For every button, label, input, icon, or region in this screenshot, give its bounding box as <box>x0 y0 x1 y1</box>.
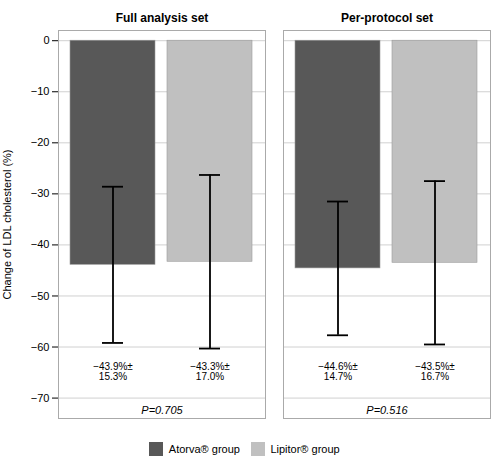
svg-text:−43.9%±15.3%: −43.9%±15.3% <box>93 361 133 382</box>
svg-text:Change of LDL cholesterol (%): Change of LDL cholesterol (%) <box>1 149 13 299</box>
svg-text:−43.5%±16.7%: −43.5%±16.7% <box>415 361 455 382</box>
svg-text:0: 0 <box>43 34 49 46</box>
svg-text:−40: −40 <box>31 238 50 250</box>
svg-text:−10: −10 <box>31 85 50 97</box>
svg-text:−60: −60 <box>31 341 50 353</box>
svg-text:Per-protocol set: Per-protocol set <box>341 11 433 25</box>
svg-text:−70: −70 <box>31 392 50 404</box>
svg-text:P=0.516: P=0.516 <box>366 404 408 416</box>
svg-text:P=0.705: P=0.705 <box>141 404 183 416</box>
svg-text:−30: −30 <box>31 187 50 199</box>
svg-text:−44.6%±14.7%: −44.6%±14.7% <box>318 361 358 382</box>
html-text:Atorva® group: Atorva® group <box>168 442 240 455</box>
svg-text:−43.3%±17.0%: −43.3%±17.0% <box>190 361 230 382</box>
svg-text:Full analysis set: Full analysis set <box>116 11 209 25</box>
html-text:Lipitor® group: Lipitor® group <box>270 442 340 455</box>
svg-text:−50: −50 <box>31 289 50 301</box>
svg-text:−20: −20 <box>31 136 50 148</box>
